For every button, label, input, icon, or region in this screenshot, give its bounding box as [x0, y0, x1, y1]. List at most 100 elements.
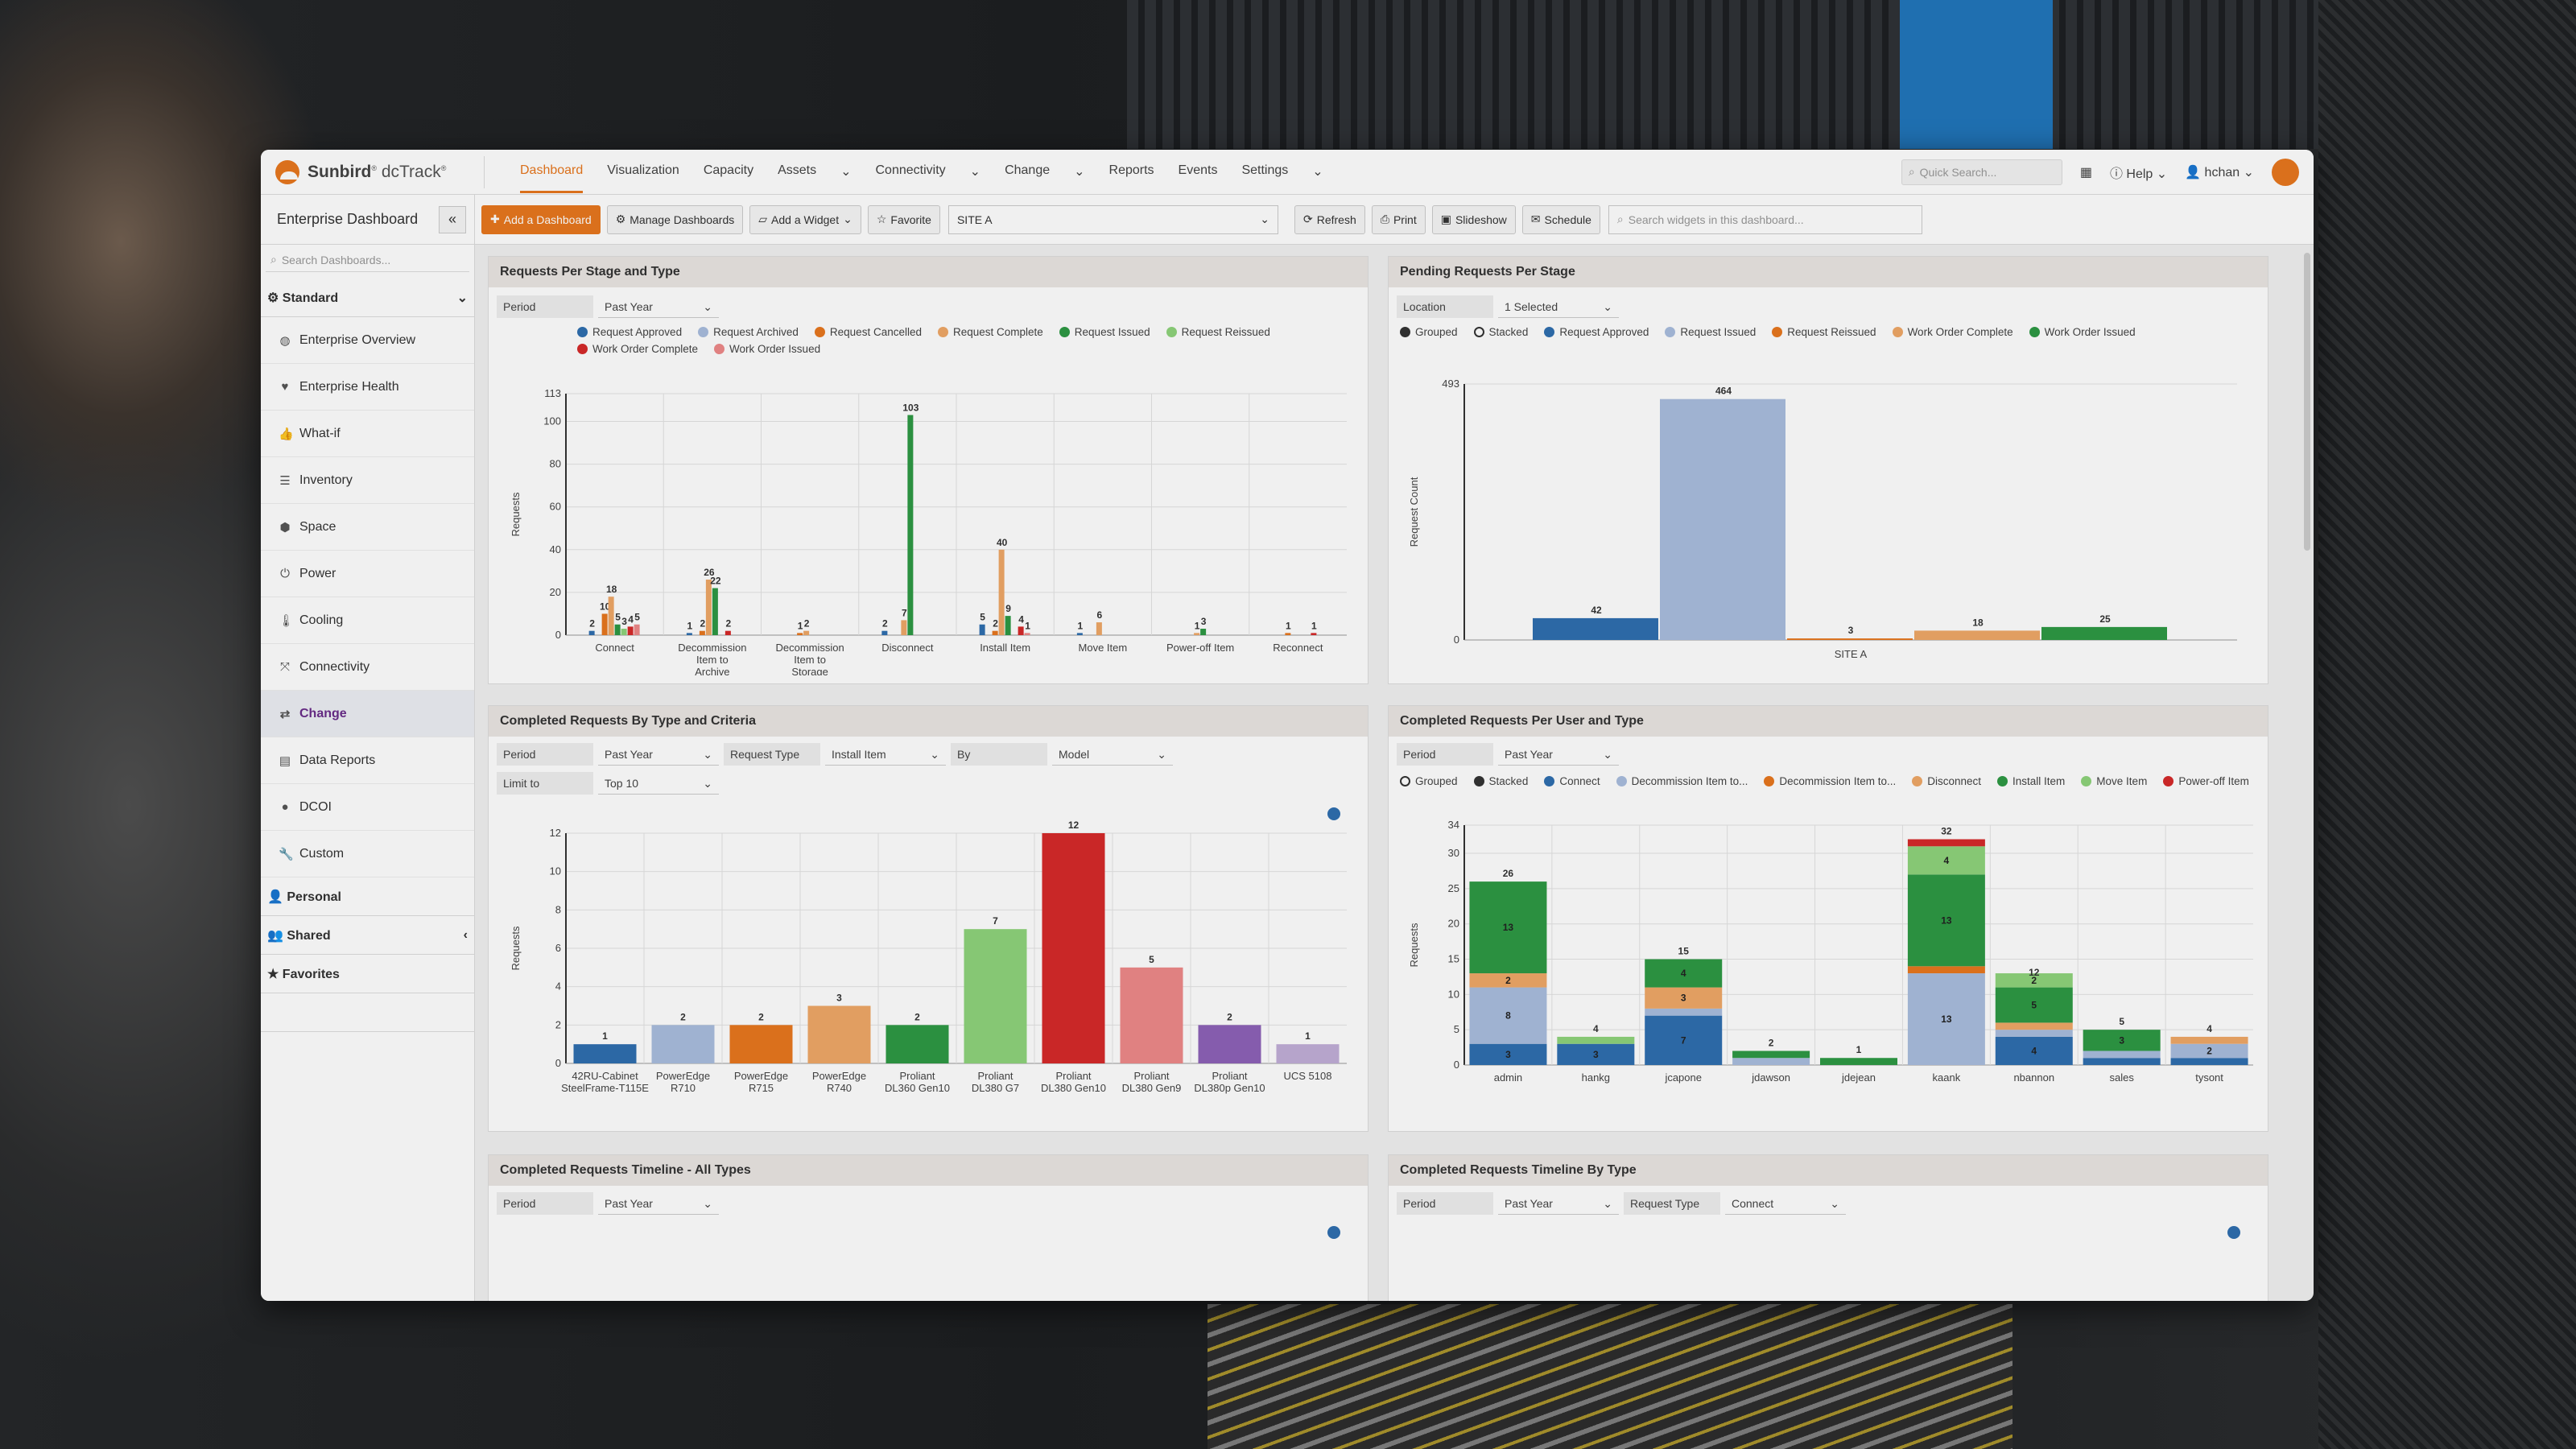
y-tick-label: 8 — [555, 903, 561, 915]
legend-item[interactable]: Decommission Item to... — [1764, 775, 1896, 787]
legend-item[interactable]: Disconnect — [1912, 775, 1981, 787]
sidebar-item-space[interactable]: ⬢ Space — [261, 504, 474, 551]
nav-events[interactable]: Events — [1178, 163, 1218, 177]
period-select[interactable]: Past Year ⌄ — [1498, 743, 1619, 766]
collapse-sidebar-button[interactable]: « — [439, 205, 466, 233]
location-select[interactable]: 1 Selected ⌄ — [1498, 295, 1619, 318]
by-select[interactable]: Model ⌄ — [1052, 743, 1173, 766]
sidebar-item-custom[interactable]: 🔧 Custom — [261, 831, 474, 877]
legend-item[interactable]: Work Order Issued — [714, 343, 820, 355]
period-select[interactable]: Past Year ⌄ — [598, 295, 719, 318]
bar — [729, 1025, 793, 1063]
legend-item[interactable]: Decommission Item to... — [1616, 775, 1748, 787]
add-dashboard-button[interactable]: ✚ Add a Dashboard — [481, 204, 601, 234]
nav-connectivity[interactable]: Connectivity — [875, 163, 946, 177]
x-tick-label: SITE A — [1835, 648, 1868, 660]
nav-visualization[interactable]: Visualization — [607, 163, 679, 177]
cables — [1208, 1304, 2013, 1449]
sidebar-item-power[interactable]: ⏻ Power — [261, 551, 474, 597]
legend-item[interactable]: Request Reissued — [1166, 326, 1270, 338]
sidebar-item-enterprise-health[interactable]: ♥ Enterprise Health — [261, 364, 474, 411]
legend-item[interactable]: Move Item — [2081, 775, 2147, 787]
x-tick-label: PowerEdge — [734, 1070, 788, 1082]
legend-item[interactable]: Install Item — [1997, 775, 2065, 787]
data-label: 1 — [1286, 620, 1291, 631]
quick-search-input[interactable]: ⌕ Quick Search... — [1901, 159, 2062, 185]
user-menu[interactable]: 👤 hchan ⌄ — [2185, 165, 2254, 180]
legend-item[interactable]: Work Order Complete — [577, 343, 698, 355]
logo[interactable]: Sunbird® dcTrack® — [275, 155, 485, 188]
bar-segment — [2170, 1058, 2248, 1065]
legend-item[interactable]: Request Issued — [1059, 326, 1150, 338]
slideshow-button[interactable]: ▣ Slideshow — [1431, 204, 1516, 234]
bar — [608, 597, 614, 635]
sunbird-badge-icon[interactable] — [2272, 158, 2299, 186]
legend-item[interactable]: Request Issued — [1665, 326, 1756, 338]
nav-capacity[interactable]: Capacity — [703, 163, 754, 177]
legend-item[interactable]: Request Archived — [698, 326, 799, 338]
bar — [724, 630, 731, 635]
bar — [1042, 833, 1105, 1063]
request-type-select[interactable]: Connect ⌄ — [1725, 1192, 1846, 1215]
period-select[interactable]: Past Year ⌄ — [598, 743, 719, 766]
sidebar-item-data-reports[interactable]: ▤ Data Reports — [261, 737, 474, 784]
dashboard-search-input[interactable]: ⌕ Search Dashboards... — [266, 248, 469, 272]
legend-item[interactable]: Work Order Issued — [2029, 326, 2136, 338]
legend-item[interactable]: Work Order Complete — [1892, 326, 2013, 338]
x-tick-label: SteelFrame-T115E — [561, 1082, 649, 1094]
favorite-button[interactable]: ☆ Favorite — [867, 204, 940, 234]
bar-segment — [1995, 1030, 2073, 1037]
sidebar-item-enterprise-overview[interactable]: ◍ Enterprise Overview — [261, 317, 474, 364]
legend-item[interactable]: Request Reissued — [1772, 326, 1876, 338]
grouped-radio[interactable]: Grouped — [1400, 326, 1458, 338]
sidebar-item-what-if[interactable]: 👍 What-if — [261, 411, 474, 457]
nav-settings[interactable]: Settings — [1241, 163, 1289, 177]
nav-change[interactable]: Change — [1005, 163, 1051, 177]
chart-legend: Grouped Stacked Connect Decommission Item t… — [1400, 775, 2253, 787]
grouped-radio[interactable]: Grouped — [1400, 775, 1458, 787]
stacked-radio[interactable]: Stacked — [1473, 326, 1528, 338]
schedule-button[interactable]: ✉ Schedule — [1521, 204, 1600, 234]
nav-reports[interactable]: Reports — [1108, 163, 1154, 177]
sidebar-item-connectivity[interactable]: ⤧ Connectivity — [261, 644, 474, 691]
rack-panel — [1900, 0, 2053, 149]
legend-item[interactable]: Request Cancelled — [814, 326, 922, 338]
stacked-radio[interactable]: Stacked — [1473, 775, 1528, 787]
manage-dashboards-button[interactable]: ⚙ Manage Dashboards — [606, 204, 744, 234]
request-type-select[interactable]: Install Item ⌄ — [825, 743, 946, 766]
legend-item[interactable]: Request Approved — [577, 326, 682, 338]
period-select[interactable]: Past Year ⌄ — [1498, 1192, 1619, 1215]
chart-options-dot[interactable] — [1327, 1226, 1340, 1239]
chart-options-dot[interactable] — [1327, 807, 1340, 820]
chart-options-dot[interactable] — [2227, 1226, 2240, 1239]
period-label: Period — [1397, 743, 1493, 766]
calendar-icon[interactable]: ▦ — [2079, 165, 2092, 180]
legend-item[interactable]: Request Complete — [937, 326, 1043, 338]
circle-icon: ● — [281, 800, 289, 814]
sidebar-item-change[interactable]: ⇄ Change — [261, 691, 474, 737]
sidebar-item-cooling[interactable]: 🌡 Cooling — [261, 597, 474, 644]
bar — [797, 633, 803, 635]
sidebar-group-favorites[interactable]: ★ Favorites — [261, 955, 474, 993]
legend-item[interactable]: Request Approved — [1544, 326, 1649, 338]
widget-search-input[interactable]: ⌕ Search widgets in this dashboard... — [1608, 204, 1922, 234]
nav-assets[interactable]: Assets — [778, 163, 817, 177]
sidebar-group-personal[interactable]: 👤 Personal — [261, 877, 474, 916]
legend-item[interactable]: Power-off Item — [2163, 775, 2249, 787]
help-menu[interactable]: ⓘ Help ⌄ — [2109, 167, 2168, 181]
sidebar-group-shared[interactable]: 👥 Shared ‹ — [261, 916, 474, 955]
nav-dashboard[interactable]: Dashboard — [520, 151, 584, 193]
limit-select[interactable]: Top 10 ⌄ — [598, 772, 719, 795]
period-select[interactable]: Past Year ⌄ — [598, 1192, 719, 1215]
x-tick-label: kaank — [1933, 1071, 1961, 1084]
sidebar-item-inventory[interactable]: ☰ Inventory — [261, 457, 474, 504]
site-select[interactable]: SITE A ⌄ — [947, 204, 1278, 234]
x-tick-label: Item to — [696, 654, 729, 666]
add-widget-button[interactable]: ▱ Add a Widget ⌄ — [749, 204, 861, 234]
sidebar-item-dcoi[interactable]: ● DCOI — [261, 784, 474, 831]
print-button[interactable]: ⎙ Print — [1371, 204, 1426, 234]
sidebar-group-standard[interactable]: ⚙ Standard ⌄ — [261, 279, 474, 317]
refresh-button[interactable]: ⟳ Refresh — [1294, 204, 1365, 234]
legend-item[interactable]: Connect — [1544, 775, 1600, 787]
scrollbar[interactable] — [2304, 253, 2310, 551]
